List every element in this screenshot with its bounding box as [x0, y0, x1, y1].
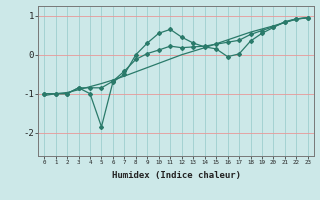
X-axis label: Humidex (Indice chaleur): Humidex (Indice chaleur) — [111, 171, 241, 180]
